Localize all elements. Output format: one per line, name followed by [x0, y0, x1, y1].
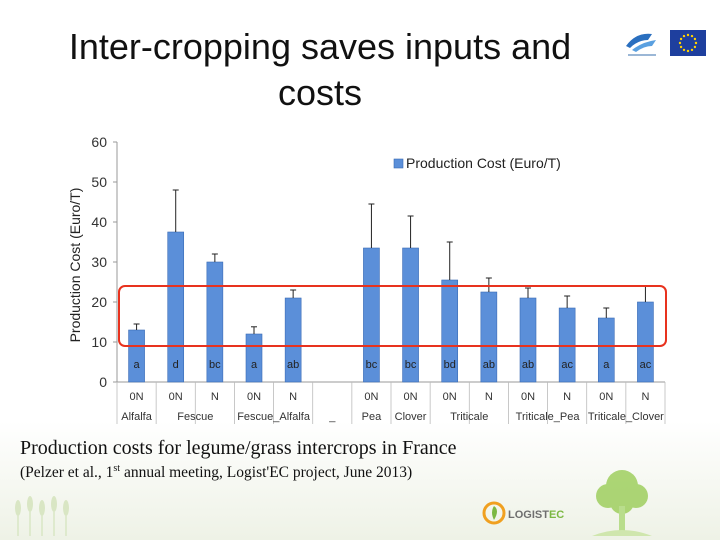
reference-suffix: annual meeting, Logist'EC project, June … [120, 464, 413, 482]
y-tick-label: 0 [99, 374, 107, 390]
x-group-label: _ [328, 411, 336, 423]
title-line-1: Inter-cropping saves inputs and [68, 26, 572, 67]
x-group-label: Pea [362, 411, 382, 423]
x-group-label: Triticale_Clover [588, 411, 664, 423]
eu-star [693, 37, 697, 41]
significance-letter: bc [366, 359, 378, 371]
x-treatment-label: 0N [443, 391, 457, 403]
eu-star [678, 41, 682, 45]
logistec-prefix: LOGIST [508, 509, 549, 521]
eu-star [694, 41, 698, 45]
significance-letter: d [173, 359, 179, 371]
reference-prefix: (Pelzer et al., 1 [20, 464, 114, 482]
bar [245, 333, 263, 383]
x-treatment-label: N [485, 391, 493, 403]
eu-star [679, 45, 683, 49]
x-treatment-label: 0N [247, 391, 261, 403]
fp7-logo-icon [626, 33, 656, 56]
y-tick-label: 10 [91, 334, 107, 350]
significance-letter: bc [209, 359, 221, 371]
x-group-label: Triticale_Pea [516, 411, 581, 423]
figure-caption: Production costs for legume/grass interc… [20, 437, 457, 459]
y-tick-label: 30 [91, 254, 107, 270]
x-treatment-label: N [641, 391, 649, 403]
significance-letter: a [251, 359, 258, 371]
bar-chart: 0 10 20 30 40 50 60 Production Cost (Euro/T) a… [67, 134, 667, 424]
svg-text:LOGISTEC: LOGISTEC [508, 509, 564, 521]
logistec-logo: LOGISTEC [482, 501, 564, 525]
x-treatment-label: 0N [521, 391, 535, 403]
tree-graphic-icon [592, 470, 652, 536]
x-treatment-label: N [211, 391, 219, 403]
x-treatment-label: 0N [404, 391, 418, 403]
x-group-label: Triticale [450, 411, 488, 423]
significance-letter: bd [444, 359, 456, 371]
significance-letter: ac [561, 359, 573, 371]
significance-letter: ab [522, 359, 534, 371]
eu-star [690, 48, 694, 52]
figure-reference: (Pelzer et al., 1st annual meeting, Logi… [20, 463, 412, 482]
eu-star [690, 34, 694, 38]
x-treatment-label: N [289, 391, 297, 403]
x-treatment-label: 0N [599, 391, 613, 403]
significance-letter: ab [483, 359, 495, 371]
eu-star [682, 34, 686, 38]
x-treatment-label: 0N [169, 391, 183, 403]
eu-star [679, 37, 683, 41]
chart-legend: Production Cost (Euro/T) [393, 155, 561, 171]
significance-letter: ac [640, 359, 652, 371]
significance-letter: bc [405, 359, 417, 371]
header-logos [622, 26, 706, 60]
eu-star [686, 49, 690, 53]
highlight-box [118, 285, 667, 347]
y-tick-label: 60 [91, 134, 107, 150]
y-axis-label: Production Cost (Euro/T) [67, 188, 83, 343]
x-group-label: Fescue_Alfalfa [237, 411, 311, 423]
bar [597, 317, 615, 383]
x-treatment-label: 0N [130, 391, 144, 403]
y-tick-label: 20 [91, 294, 107, 310]
x-group-label: Alfalfa [121, 411, 152, 423]
x-group-label: Clover [395, 411, 427, 423]
y-tick-label: 40 [91, 214, 107, 230]
title-line-2: costs [277, 72, 363, 113]
slide-title: Inter-cropping saves inputs and costs [40, 24, 600, 116]
bar [128, 329, 145, 383]
significance-letter: ab [287, 359, 299, 371]
eu-flag-icon [670, 30, 706, 56]
y-tick-label: 50 [91, 174, 107, 190]
eu-star [682, 48, 686, 52]
eu-star [686, 33, 690, 37]
legend-swatch [393, 158, 404, 169]
significance-letter: a [134, 359, 141, 371]
reference-sup: st [113, 463, 121, 474]
eu-star [693, 45, 697, 49]
logistec-suffix: EC [549, 509, 564, 521]
x-group-label: Fescue [177, 411, 213, 423]
wheat-graphic-icon [15, 496, 69, 536]
x-treatment-label: N [563, 391, 571, 403]
significance-letter: a [603, 359, 610, 371]
x-treatment-label: 0N [364, 391, 378, 403]
legend-label: Production Cost (Euro/T) [406, 155, 561, 171]
